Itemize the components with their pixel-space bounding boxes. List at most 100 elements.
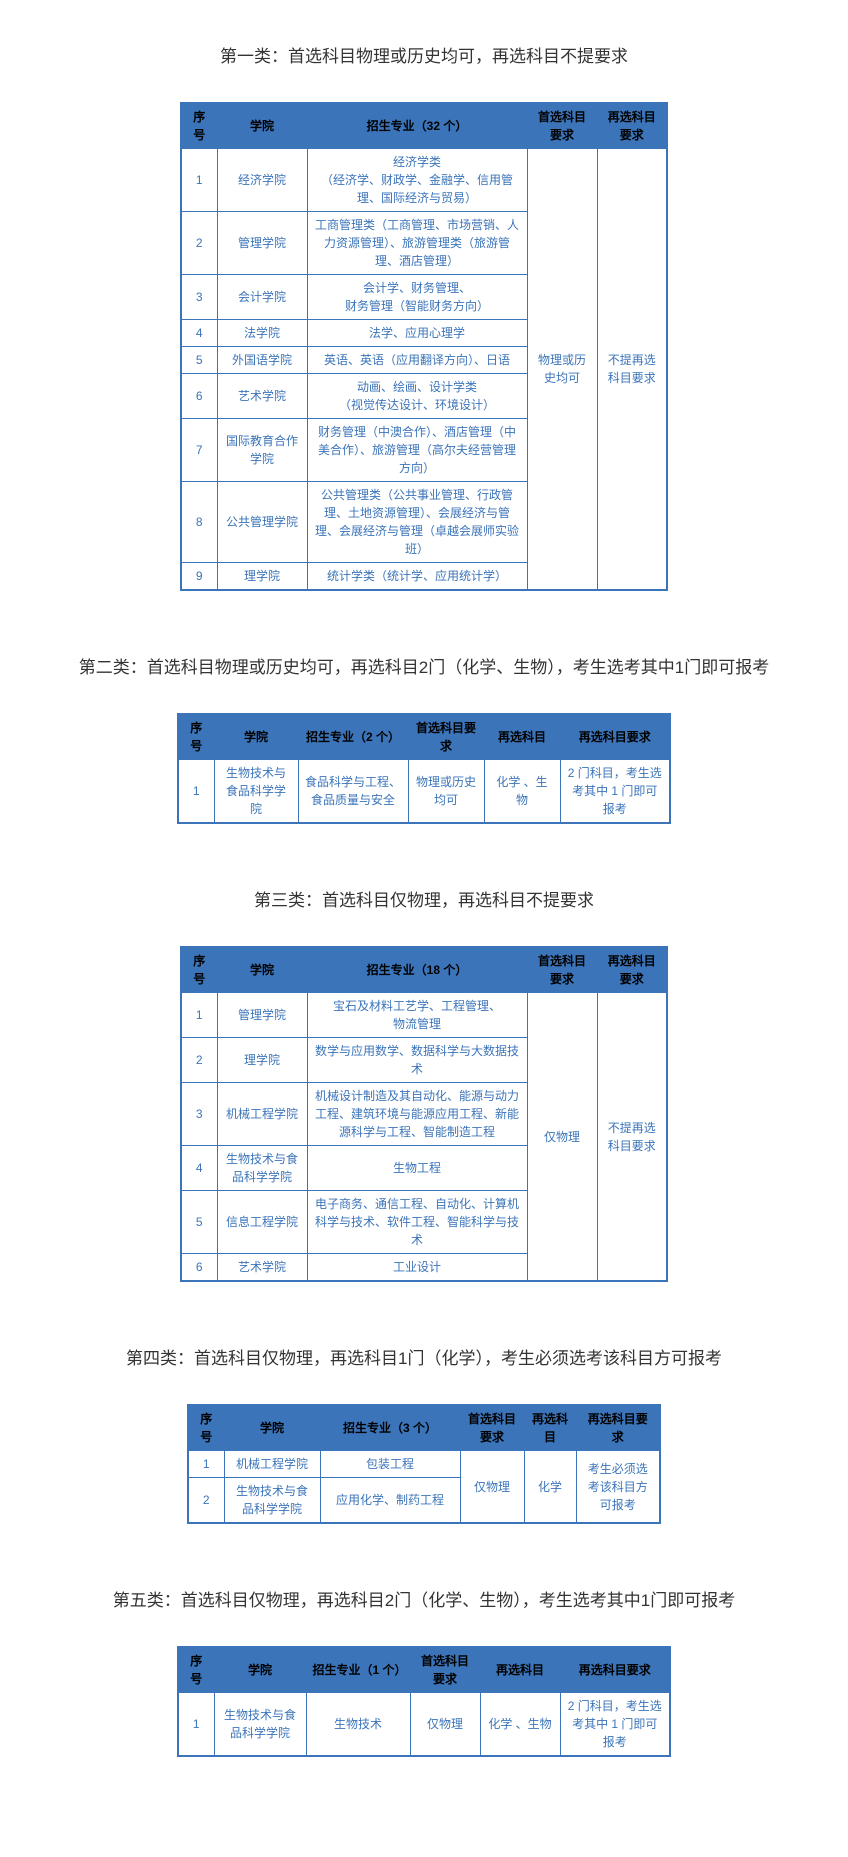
data-table: 序号学院招生专业（32 个）首选科目要求再选科目要求1经济学院经济学类（经济学、… <box>180 102 668 591</box>
table-cell: 电子商务、通信工程、自动化、计算机科学与技术、软件工程、智能科学与技术 <box>307 1191 527 1254</box>
table-header-cell: 学院 <box>214 1647 306 1693</box>
table-cell: 生物技术 <box>306 1693 410 1757</box>
table-header-cell: 招生专业（2 个） <box>298 714 408 760</box>
table-cell: 艺术学院 <box>217 374 307 419</box>
section-title: 第二类：首选科目物理或历史均可，再选科目2门（化学、生物），考生选考其中1门即可… <box>40 651 808 685</box>
table-cell: 管理学院 <box>217 993 307 1038</box>
section-title: 第三类：首选科目仅物理，再选科目不提要求 <box>40 884 808 918</box>
table-row: 1经济学院经济学类（经济学、财政学、金融学、信用管理、国际经济与贸易）物理或历史… <box>181 149 667 212</box>
table-cell: 外国语学院 <box>217 347 307 374</box>
table-header-cell: 序号 <box>181 947 217 993</box>
table-cell: 化学 、生物 <box>480 1693 560 1757</box>
table-header-cell: 再选科目 <box>484 714 560 760</box>
table-header-cell: 学院 <box>217 947 307 993</box>
table-header-cell: 再选科目 <box>480 1647 560 1693</box>
table-header-cell: 首选科目要求 <box>460 1405 524 1451</box>
table-cell: 会计学院 <box>217 275 307 320</box>
table-header-cell: 再选科目要求 <box>597 103 667 149</box>
table-cell: 公共管理学院 <box>217 482 307 563</box>
section: 第五类：首选科目仅物理，再选科目2门（化学、生物），考生选考其中1门即可报考序号… <box>0 1584 848 1757</box>
table-row: 1机械工程学院包装工程仅物理化学考生必须选考该科目方可报考 <box>188 1451 660 1478</box>
table-header-cell: 首选科目要求 <box>408 714 484 760</box>
table-cell: 信息工程学院 <box>217 1191 307 1254</box>
table-cell: 生物工程 <box>307 1146 527 1191</box>
table-header-cell: 序号 <box>178 1647 214 1693</box>
table-wrap: 序号学院招生专业（32 个）首选科目要求再选科目要求1经济学院经济学类（经济学、… <box>0 102 848 591</box>
table-cell: 1 <box>178 760 214 824</box>
table-cell: 理学院 <box>217 563 307 591</box>
section: 第二类：首选科目物理或历史均可，再选科目2门（化学、生物），考生选考其中1门即可… <box>0 651 848 824</box>
table-merged-cell: 仅物理 <box>460 1451 524 1524</box>
table-cell: 6 <box>181 374 217 419</box>
table-header-cell: 招生专业（3 个） <box>320 1405 460 1451</box>
table-cell: 机械工程学院 <box>217 1083 307 1146</box>
table-cell: 财务管理（中澳合作）、酒店管理（中美合作）、旅游管理（高尔夫经营管理方向） <box>307 419 527 482</box>
table-cell: 机械设计制造及其自动化、能源与动力工程、建筑环境与能源应用工程、新能源科学与工程… <box>307 1083 527 1146</box>
table-cell: 应用化学、制药工程 <box>320 1478 460 1524</box>
table-merged-cell: 仅物理 <box>527 993 597 1282</box>
table-header-row: 序号学院招生专业（18 个）首选科目要求再选科目要求 <box>181 947 667 993</box>
table-row: 1生物技术与食品科学学院生物技术仅物理化学 、生物2 门科目，考生选考其中 1 … <box>178 1693 670 1757</box>
table-cell: 法学院 <box>217 320 307 347</box>
table-cell: 4 <box>181 320 217 347</box>
table-cell: 经济学类（经济学、财政学、金融学、信用管理、国际经济与贸易） <box>307 149 527 212</box>
table-merged-cell: 物理或历史均可 <box>527 149 597 591</box>
table-cell: 3 <box>181 1083 217 1146</box>
table-header-cell: 序号 <box>181 103 217 149</box>
table-header-cell: 再选科目要求 <box>597 947 667 993</box>
table-cell: 2 <box>188 1478 224 1524</box>
section-title: 第五类：首选科目仅物理，再选科目2门（化学、生物），考生选考其中1门即可报考 <box>40 1584 808 1618</box>
section-title: 第四类：首选科目仅物理，再选科目1门（化学），考生必须选考该科目方可报考 <box>40 1342 808 1376</box>
table-cell: 艺术学院 <box>217 1254 307 1282</box>
table-cell: 8 <box>181 482 217 563</box>
table-merged-cell: 不提再选科目要求 <box>597 149 667 591</box>
section: 第四类：首选科目仅物理，再选科目1门（化学），考生必须选考该科目方可报考序号学院… <box>0 1342 848 1524</box>
table-header-cell: 学院 <box>224 1405 320 1451</box>
table-cell: 4 <box>181 1146 217 1191</box>
table-header-cell: 再选科目要求 <box>560 1647 670 1693</box>
table-header-cell: 首选科目要求 <box>527 103 597 149</box>
table-cell: 生物技术与食品科学学院 <box>214 760 298 824</box>
table-cell: 法学、应用心理学 <box>307 320 527 347</box>
table-cell: 公共管理类（公共事业管理、行政管理、土地资源管理）、会展经济与管理、会展经济与管… <box>307 482 527 563</box>
table-cell: 英语、英语（应用翻译方向）、日语 <box>307 347 527 374</box>
table-cell: 1 <box>181 993 217 1038</box>
table-cell: 1 <box>178 1693 214 1757</box>
table-header-cell: 招生专业（18 个） <box>307 947 527 993</box>
table-cell: 1 <box>188 1451 224 1478</box>
table-header-cell: 再选科目 <box>524 1405 576 1451</box>
table-cell: 动画、绘画、设计学类（视觉传达设计、环境设计） <box>307 374 527 419</box>
table-cell: 工业设计 <box>307 1254 527 1282</box>
table-header-cell: 招生专业（1 个） <box>306 1647 410 1693</box>
table-header-cell: 学院 <box>214 714 298 760</box>
table-header-cell: 再选科目要求 <box>576 1405 660 1451</box>
table-cell: 物理或历史均可 <box>408 760 484 824</box>
table-cell: 会计学、财务管理、财务管理（智能财务方向） <box>307 275 527 320</box>
table-header-cell: 学院 <box>217 103 307 149</box>
table-header-cell: 序号 <box>188 1405 224 1451</box>
table-merged-cell: 考生必须选考该科目方可报考 <box>576 1451 660 1524</box>
table-cell: 食品科学与工程、食品质量与安全 <box>298 760 408 824</box>
table-cell: 2 <box>181 212 217 275</box>
section-title: 第一类：首选科目物理或历史均可，再选科目不提要求 <box>40 40 808 74</box>
table-row: 1管理学院宝石及材料工艺学、工程管理、物流管理仅物理不提再选科目要求 <box>181 993 667 1038</box>
table-cell: 宝石及材料工艺学、工程管理、物流管理 <box>307 993 527 1038</box>
data-table: 序号学院招生专业（3 个）首选科目要求再选科目再选科目要求1机械工程学院包装工程… <box>187 1404 661 1524</box>
table-cell: 统计学类（统计学、应用统计学） <box>307 563 527 591</box>
data-table: 序号学院招生专业（1 个）首选科目要求再选科目再选科目要求1生物技术与食品科学学… <box>177 1646 671 1757</box>
table-cell: 2 <box>181 1038 217 1083</box>
table-header-row: 序号学院招生专业（3 个）首选科目要求再选科目再选科目要求 <box>188 1405 660 1451</box>
section: 第一类：首选科目物理或历史均可，再选科目不提要求序号学院招生专业（32 个）首选… <box>0 40 848 591</box>
table-header-cell: 序号 <box>178 714 214 760</box>
table-merged-cell: 不提再选科目要求 <box>597 993 667 1282</box>
table-cell: 工商管理类（工商管理、市场营销、人力资源管理）、旅游管理类（旅游管理、酒店管理） <box>307 212 527 275</box>
table-merged-cell: 化学 <box>524 1451 576 1524</box>
table-cell: 3 <box>181 275 217 320</box>
table-header-cell: 招生专业（32 个） <box>307 103 527 149</box>
table-wrap: 序号学院招生专业（18 个）首选科目要求再选科目要求1管理学院宝石及材料工艺学、… <box>0 946 848 1282</box>
table-header-cell: 首选科目要求 <box>527 947 597 993</box>
table-cell: 包装工程 <box>320 1451 460 1478</box>
table-cell: 数学与应用数学、数据科学与大数据技术 <box>307 1038 527 1083</box>
table-header-row: 序号学院招生专业（2 个）首选科目要求再选科目再选科目要求 <box>178 714 670 760</box>
table-cell: 生物技术与食品科学学院 <box>217 1146 307 1191</box>
